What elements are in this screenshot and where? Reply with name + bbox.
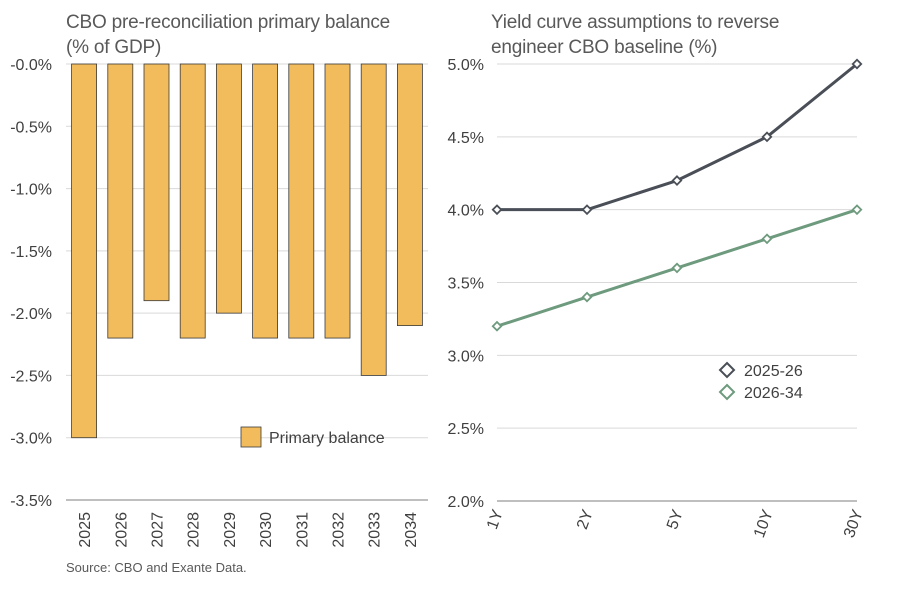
y-tick-label: 3.0% <box>448 348 484 365</box>
data-point-2025-26-5Y <box>671 175 683 187</box>
y-tick-label: 4.0% <box>448 203 484 220</box>
data-point-2025-26-10Y <box>761 131 773 143</box>
x-tick-label: 2033 <box>367 512 384 548</box>
legend-swatch-primary-balance <box>240 426 262 448</box>
y-tick-label: -1.0% <box>10 182 52 199</box>
x-tick-label: 2026 <box>113 512 130 548</box>
y-tick-label: 5.0% <box>448 57 484 74</box>
y-tick-label: -3.5% <box>10 493 52 510</box>
y-tick-label: -0.0% <box>10 57 52 74</box>
x-tick-label: 2025 <box>77 512 94 548</box>
right-chart-title: Yield curve assumptions to reverse engin… <box>491 12 780 58</box>
data-point-2026-34-1Y <box>491 320 503 332</box>
bar-2028 <box>179 63 206 339</box>
bar-2025 <box>71 63 97 439</box>
data-point-2025-26-1Y <box>491 204 503 216</box>
bar-2030 <box>252 63 279 339</box>
source-note: Source: CBO and Exante Data. <box>66 560 247 575</box>
legend-marker-2025-26 <box>718 361 736 379</box>
bar-2034 <box>396 63 423 327</box>
x-tick-label: 10Y <box>751 507 777 540</box>
data-point-2026-34-30Y <box>851 204 863 216</box>
y-tick-label: 3.5% <box>448 276 484 293</box>
legend-label-primary-balance: Primary balance <box>269 430 385 447</box>
x-tick-label: 2031 <box>294 512 311 548</box>
y-tick-label: 2.0% <box>448 494 484 511</box>
y-tick-label: -0.5% <box>10 119 52 136</box>
bar-2027 <box>143 63 170 302</box>
y-tick-label: 2.5% <box>448 421 484 438</box>
y-tick-label: -1.5% <box>10 244 52 261</box>
legend-label-2026-34: 2026-34 <box>744 385 803 402</box>
data-point-2026-34-2Y <box>581 291 593 303</box>
y-tick-label: -2.5% <box>10 368 52 385</box>
data-point-2026-34-5Y <box>671 262 683 274</box>
legend-label-2025-26: 2025-26 <box>744 363 803 380</box>
legend-marker-2026-34 <box>718 383 736 401</box>
left-chart-title: CBO pre-reconciliation primary balance (… <box>66 12 390 58</box>
bar-2033 <box>360 63 387 376</box>
y-tick-label: 4.5% <box>448 130 484 147</box>
x-tick-label: 2034 <box>403 512 420 548</box>
x-tick-label: 2029 <box>222 512 239 548</box>
data-point-2026-34-10Y <box>761 233 773 245</box>
bar-2026 <box>107 63 134 339</box>
data-point-2025-26-30Y <box>851 58 863 70</box>
x-tick-label: 2Y <box>574 507 597 532</box>
y-tick-label: -3.0% <box>10 431 52 448</box>
bar-2031 <box>288 63 315 339</box>
x-tick-label: 2027 <box>150 512 167 548</box>
x-tick-label: 2032 <box>331 512 348 548</box>
bar-2032 <box>324 63 351 339</box>
x-tick-label: 5Y <box>664 507 687 532</box>
x-tick-label: 2028 <box>186 512 203 548</box>
x-tick-label: 2030 <box>258 512 275 548</box>
x-tick-label: 1Y <box>484 507 507 532</box>
y-tick-label: -2.0% <box>10 306 52 323</box>
data-point-2025-26-2Y <box>581 204 593 216</box>
x-tick-label: 30Y <box>841 507 867 540</box>
bar-2029 <box>215 63 242 314</box>
